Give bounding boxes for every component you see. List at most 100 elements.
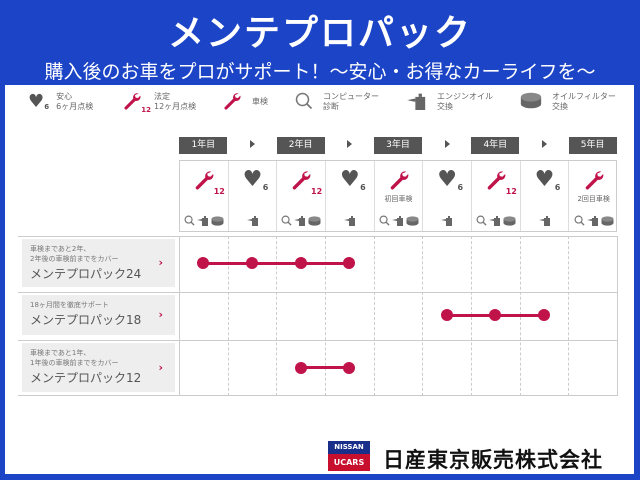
engine-oil-icon xyxy=(343,211,356,230)
company-name: 日産東京販売株式会社 xyxy=(383,448,603,472)
year-header: 1年目 xyxy=(179,137,228,154)
column-divider xyxy=(227,236,229,396)
arrow-right-icon xyxy=(542,140,547,148)
column-divider xyxy=(325,236,326,396)
computer-diagnosis-icon xyxy=(379,211,390,230)
row-divider xyxy=(18,340,617,341)
plan-description: 車検まであと2年、 xyxy=(30,245,91,253)
engine-oil-icon xyxy=(246,211,259,230)
legend-badge: 6 xyxy=(44,103,50,111)
legend-line2: 交換 xyxy=(437,102,453,111)
schedule-column: 12 xyxy=(472,161,521,231)
column-divider xyxy=(276,236,278,396)
legend-item: エンジンオイル 交換 xyxy=(407,90,493,114)
plan-description: 2年後の車検前までをカバー xyxy=(30,255,119,263)
count-badge: 6 xyxy=(262,183,269,192)
heart-icon: ♥ 6 xyxy=(339,167,366,193)
year-header: 2年目 xyxy=(276,137,325,154)
coverage-line xyxy=(300,366,350,369)
schedule-column: ♥ 6 xyxy=(423,161,473,231)
coverage-dot xyxy=(440,309,453,321)
inspection-label: 初回車検 xyxy=(384,195,413,203)
nissan-ucars-logo: NISSAN UCARS xyxy=(328,441,370,471)
oil-filter-icon xyxy=(406,211,419,230)
heart-icon: ♥ 6 xyxy=(28,91,50,112)
service-icons xyxy=(472,211,520,230)
schedule-column: 12 xyxy=(277,161,327,231)
computer-diagnosis-icon xyxy=(281,211,292,230)
oil-filter-icon xyxy=(601,211,614,230)
plan-18-button[interactable]: 18ヶ月間を徹底サポート メンテプロパック18 › xyxy=(22,295,175,335)
legend-label: 車検 xyxy=(252,97,268,107)
wrench-icon: 12 xyxy=(122,91,151,114)
computer-diagnosis-icon xyxy=(184,211,195,230)
engine-oil-icon xyxy=(441,211,453,230)
coverage-dot xyxy=(343,257,356,269)
count-badge: 6 xyxy=(457,183,464,192)
plan-name: メンテプロパック24 xyxy=(30,267,142,281)
legend-item: コンピューター 診断 xyxy=(295,90,379,114)
oil-filter-icon xyxy=(520,92,542,112)
year-header: 5年目 xyxy=(568,137,617,154)
service-icons xyxy=(326,211,374,230)
column-divider xyxy=(617,236,618,396)
arrow-right-icon xyxy=(250,140,255,148)
legend-line1: 車検 xyxy=(252,97,268,106)
coverage-dot xyxy=(343,361,356,374)
schedule-column: ♥ 6 xyxy=(521,161,570,231)
coverage-dot xyxy=(197,257,210,269)
coverage-line xyxy=(203,261,350,265)
plan-description: 18ヶ月間を徹底サポート xyxy=(30,301,109,309)
coverage-dot xyxy=(489,309,502,321)
year-header: 4年目 xyxy=(471,137,520,154)
engine-oil-icon xyxy=(407,92,427,113)
arrow-right-icon xyxy=(444,140,450,148)
legend-badge: 12 xyxy=(141,105,151,114)
oil-filter-icon xyxy=(211,211,224,230)
count-badge: 6 xyxy=(554,183,561,192)
legend-line2: 6ヶ月点検 xyxy=(56,102,94,111)
plan-12-button[interactable]: 車検まであと1年、 1年後の車検前までをカバー メンテプロパック12 › xyxy=(22,343,175,392)
service-icons xyxy=(277,211,325,230)
service-icons xyxy=(375,211,423,230)
legend-item: オイルフィルター 交換 xyxy=(520,90,616,114)
row-divider xyxy=(18,236,617,237)
legend-line1: オイルフィルター xyxy=(552,92,616,101)
legend-line2: 診断 xyxy=(323,102,339,111)
arrow-right-icon xyxy=(347,140,353,148)
wrench-icon xyxy=(569,169,618,193)
computer-diagnosis-icon xyxy=(295,92,313,113)
schedule-column: ♥ 6 xyxy=(326,161,375,231)
wrench-icon: 12 xyxy=(180,169,228,196)
plan-description: 1年後の車検前までをカバー xyxy=(30,359,119,367)
legend-item: 12 法定 12ヶ月点検 xyxy=(122,90,196,114)
legend-line1: コンピューター xyxy=(323,92,379,101)
chevron-right-icon: › xyxy=(158,308,163,321)
engine-oil-icon xyxy=(294,211,306,230)
service-icons xyxy=(569,211,618,230)
legend-line1: 法定 xyxy=(154,92,170,101)
column-divider xyxy=(422,236,424,396)
schedule-column: 2回目車検 xyxy=(569,161,618,231)
legend-label: コンピューター 診断 xyxy=(323,92,379,112)
engine-oil-icon xyxy=(391,211,404,230)
engine-oil-icon xyxy=(586,211,599,230)
computer-diagnosis-icon xyxy=(574,211,585,230)
column-divider xyxy=(373,236,375,396)
legend-line1: 安心 xyxy=(56,92,73,101)
schedule-column: 初回車検 xyxy=(375,161,424,231)
engine-oil-icon xyxy=(538,211,551,230)
plan-24-button[interactable]: 車検まであと2年、 2年後の車検前までをカバー メンテプロパック24 › xyxy=(22,239,175,287)
legend-label: オイルフィルター 交換 xyxy=(552,92,616,112)
plan-description: 車検まであと1年、 xyxy=(30,349,91,357)
column-divider xyxy=(179,236,180,396)
count-badge: 6 xyxy=(360,183,366,192)
legend-item: ♥ 6 安心 6ヶ月点検 xyxy=(28,90,93,114)
oil-filter-icon xyxy=(503,211,516,230)
legend-line1: エンジンオイル xyxy=(437,92,493,101)
legend-label: 法定 12ヶ月点検 xyxy=(154,92,196,112)
row-divider xyxy=(18,292,617,293)
inspection-label: 2回目車検 xyxy=(577,195,610,203)
service-icons xyxy=(521,211,569,230)
engine-oil-icon xyxy=(196,211,209,230)
